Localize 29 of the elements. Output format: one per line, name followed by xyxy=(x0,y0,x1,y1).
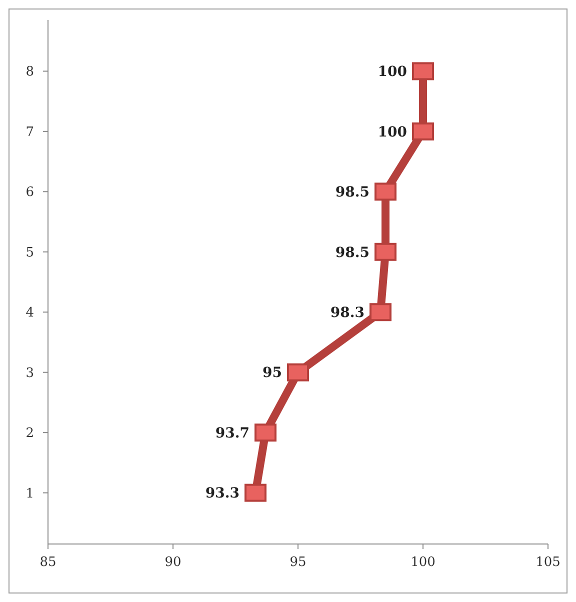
y-tick-label: 6 xyxy=(26,185,34,200)
data-label: 98.5 xyxy=(335,244,370,261)
y-tick-label: 3 xyxy=(26,366,34,381)
y-tick-label: 4 xyxy=(26,306,34,321)
x-tick-label: 85 xyxy=(40,555,56,570)
data-label: 98.3 xyxy=(330,305,364,322)
y-tick-label: 1 xyxy=(26,486,34,502)
point xyxy=(412,62,434,80)
data-label: 95 xyxy=(262,365,282,382)
x-tick-label: 105 xyxy=(536,555,560,570)
data-label: 93.3 xyxy=(205,486,240,502)
x-tick-label: 95 xyxy=(290,555,306,570)
data-label: 100 xyxy=(378,124,408,140)
point xyxy=(254,424,276,442)
point xyxy=(244,484,266,502)
data-label: 93.7 xyxy=(215,425,250,442)
y-tick-label: 5 xyxy=(26,245,34,260)
y-tick-label: 8 xyxy=(26,64,34,80)
x-tick-label: 90 xyxy=(164,555,182,570)
point xyxy=(287,363,309,382)
y-tick-label: 7 xyxy=(26,124,34,140)
data-label: 100 xyxy=(378,64,408,80)
point xyxy=(374,182,396,201)
data-label: 98.5 xyxy=(335,184,370,201)
x-tick-label: 100 xyxy=(410,555,436,570)
point xyxy=(412,122,434,140)
point xyxy=(374,242,396,261)
point xyxy=(370,303,392,322)
y-tick-label: 2 xyxy=(26,426,34,442)
